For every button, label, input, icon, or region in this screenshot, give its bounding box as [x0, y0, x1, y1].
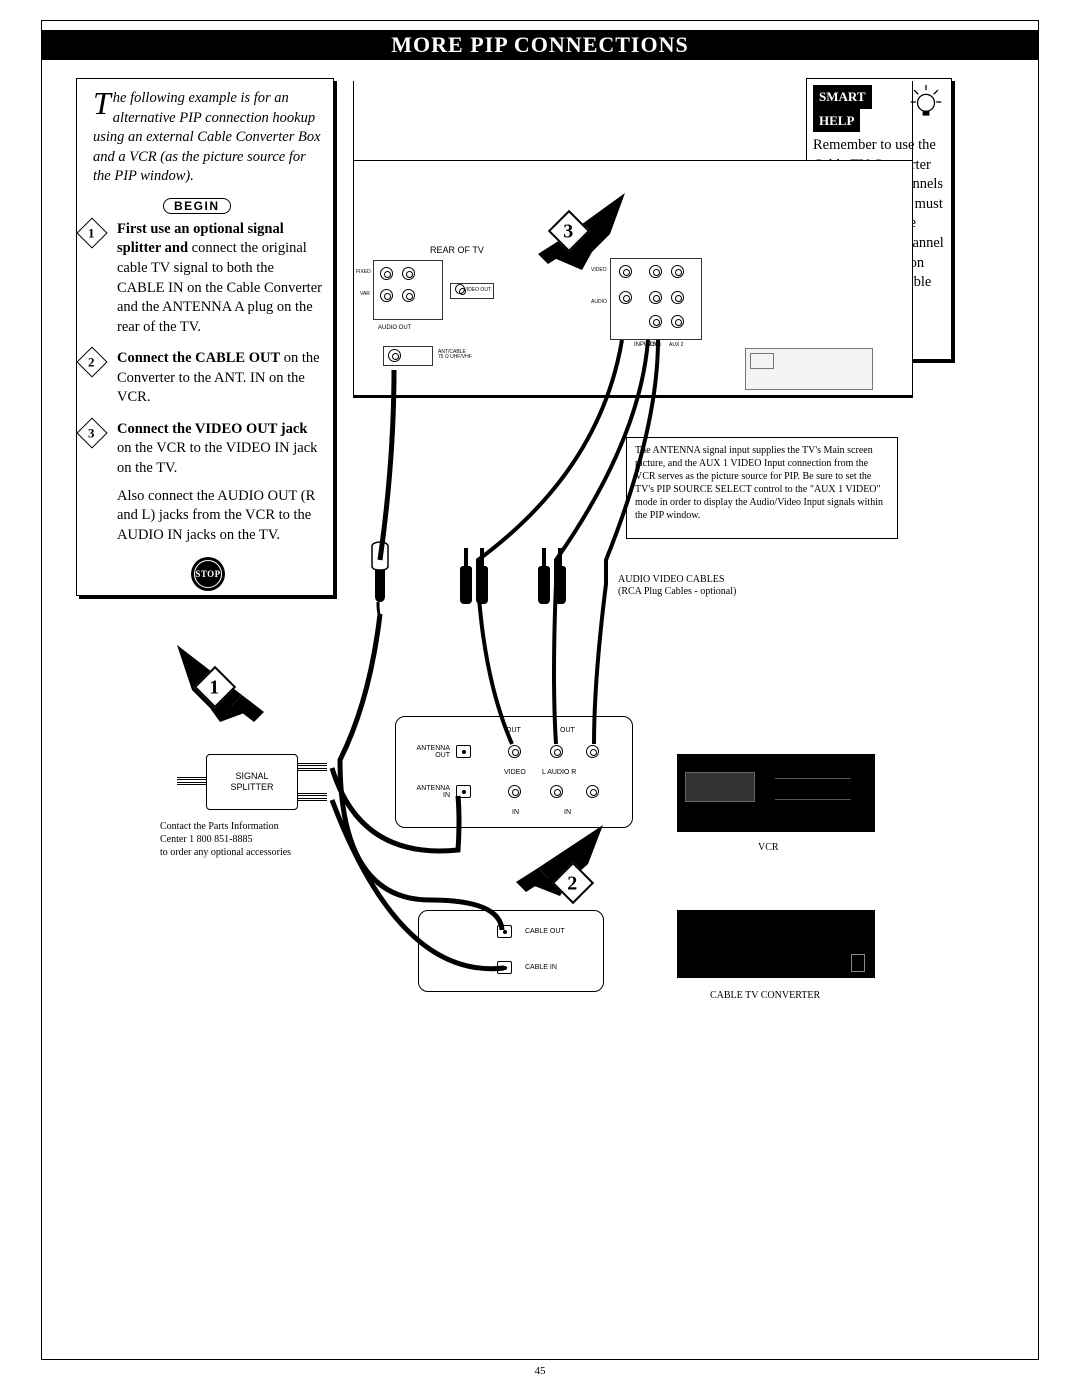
- step-3-bold: Connect the VIDEO OUT jack: [117, 421, 307, 437]
- jack-icon: [550, 785, 563, 798]
- jack-icon: [649, 291, 662, 304]
- fixed-label: FIXED: [356, 269, 371, 275]
- av-cables-line2: (RCA Plug Cables - optional): [618, 586, 736, 597]
- antenna-out-label: ANTENNAOUT: [408, 745, 450, 759]
- av-cables-line1: AUDIO VIDEO CABLES: [618, 574, 724, 585]
- ant-jack-icon: [456, 785, 471, 798]
- splitter-prong: [177, 777, 207, 785]
- page-title: MORE PIP CONNECTIONS: [41, 30, 1039, 60]
- rear-of-tv-label: REAR OF TV: [430, 245, 484, 255]
- step-3-extra: Also connect the AUDIO OUT (R and L) jac…: [117, 487, 323, 546]
- jack-icon: [671, 315, 684, 328]
- coax-plug-icon: [365, 540, 395, 616]
- converter-back-panel: CABLE OUT CABLE IN: [418, 910, 604, 992]
- begin-badge: BEGIN: [163, 198, 231, 214]
- step-2: 2 Connect the CABLE OUT on the Converter…: [93, 349, 323, 408]
- rca-plug-icon: [458, 548, 474, 604]
- aux2-label: AUX 2: [669, 342, 683, 348]
- jack-icon: [380, 289, 393, 302]
- in-label2: IN: [564, 809, 571, 816]
- antenna-note: The ANTENNA signal input supplies the TV…: [626, 437, 898, 539]
- video-out-label: VIDEO OUT: [463, 288, 491, 293]
- ant-jack-icon: [497, 961, 512, 974]
- jack-icon: [586, 785, 599, 798]
- step-2-marker: 2: [76, 347, 107, 378]
- out-label: OUT: [506, 727, 521, 734]
- audio-label: AUDIO: [591, 299, 607, 305]
- cable-in-label: CABLE IN: [525, 964, 557, 971]
- splitter-note-2: Center 1 800 851-8885: [160, 834, 253, 845]
- video-row-label: VIDEO: [504, 769, 526, 776]
- stop-badge: STOP: [191, 557, 225, 591]
- tv-side-panel: [745, 348, 873, 390]
- step-2-bold: Connect the CABLE OUT: [117, 350, 280, 366]
- ant-jack-icon: [456, 745, 471, 758]
- audio-out-label: AUDIO OUT: [378, 325, 411, 331]
- ant-cable-label: ANT/CABLE75 Ω UHF/VHF: [438, 350, 472, 360]
- splitter-note-1: Contact the Parts Information: [160, 821, 279, 832]
- tv-audio-out-box: FIXED VAR AUDIO OUT: [373, 260, 443, 320]
- step-3-rest: on the VCR to the VIDEO IN jack on the T…: [117, 440, 317, 476]
- tv-ant-jack: [383, 346, 433, 366]
- splitter-note-3: to order any optional accessories: [160, 847, 291, 858]
- jack-icon: [649, 315, 662, 328]
- rca-plug-icon: [552, 548, 568, 604]
- cable-out-label: CABLE OUT: [525, 928, 565, 935]
- jack-icon: [402, 289, 415, 302]
- av-cables-label: AUDIO VIDEO CABLES (RCA Plug Cables - op…: [618, 574, 736, 598]
- jack-icon: [402, 267, 415, 280]
- hand-pointer-2: [508, 820, 608, 910]
- instructions-panel: The following example is for an alternat…: [76, 78, 334, 596]
- rca-plug-icon: [474, 548, 490, 604]
- rca-plug-icon: [536, 548, 552, 604]
- jack-icon: [619, 291, 632, 304]
- jack-icon: [388, 349, 401, 362]
- var-label: VAR: [360, 291, 370, 297]
- signal-splitter: SIGNALSPLITTER: [206, 754, 298, 810]
- tv-video-out: VIDEO OUT: [450, 283, 494, 299]
- audio-row-label: L AUDIO R: [542, 769, 576, 776]
- jack-icon: [671, 265, 684, 278]
- page-number: 45: [0, 1365, 1080, 1377]
- step-1-marker: 1: [76, 217, 107, 248]
- jack-icon: [586, 745, 599, 758]
- converter-front: [677, 910, 875, 978]
- intro-body: he following example is for an alternati…: [93, 90, 321, 184]
- in-label: IN: [512, 809, 519, 816]
- vcr-label: VCR: [758, 842, 779, 853]
- signal-splitter-label: SIGNALSPLITTER: [230, 771, 273, 792]
- jack-icon: [508, 745, 521, 758]
- step-1: 1 First use an optional signal splitter …: [93, 220, 323, 337]
- splitter-prong: [297, 763, 327, 771]
- lightbulb-icon: [909, 85, 943, 119]
- intro-text: The following example is for an alternat…: [93, 89, 323, 187]
- antenna-in-label: ANTENNAIN: [408, 785, 450, 799]
- splitter-note: Contact the Parts Information Center 1 8…: [160, 820, 291, 859]
- splitter-prong: [297, 793, 327, 801]
- jack-icon: [380, 267, 393, 280]
- step-3-marker: 3: [76, 417, 107, 448]
- out-label2: OUT: [560, 727, 575, 734]
- jack-icon: [508, 785, 521, 798]
- inputs-label: INPUTS: [634, 342, 656, 348]
- jack-icon: [550, 745, 563, 758]
- ant-jack-icon: [497, 925, 512, 938]
- jack-icon: [671, 291, 684, 304]
- converter-label: CABLE TV CONVERTER: [710, 990, 820, 1001]
- jack-icon: [649, 265, 662, 278]
- step-3: 3 Connect the VIDEO OUT jack on the VCR …: [93, 420, 323, 545]
- vcr-back-panel: ANTENNAOUT ANTENNAIN OUT OUT VIDEO L AUD…: [395, 716, 633, 828]
- vcr-front: [677, 754, 875, 832]
